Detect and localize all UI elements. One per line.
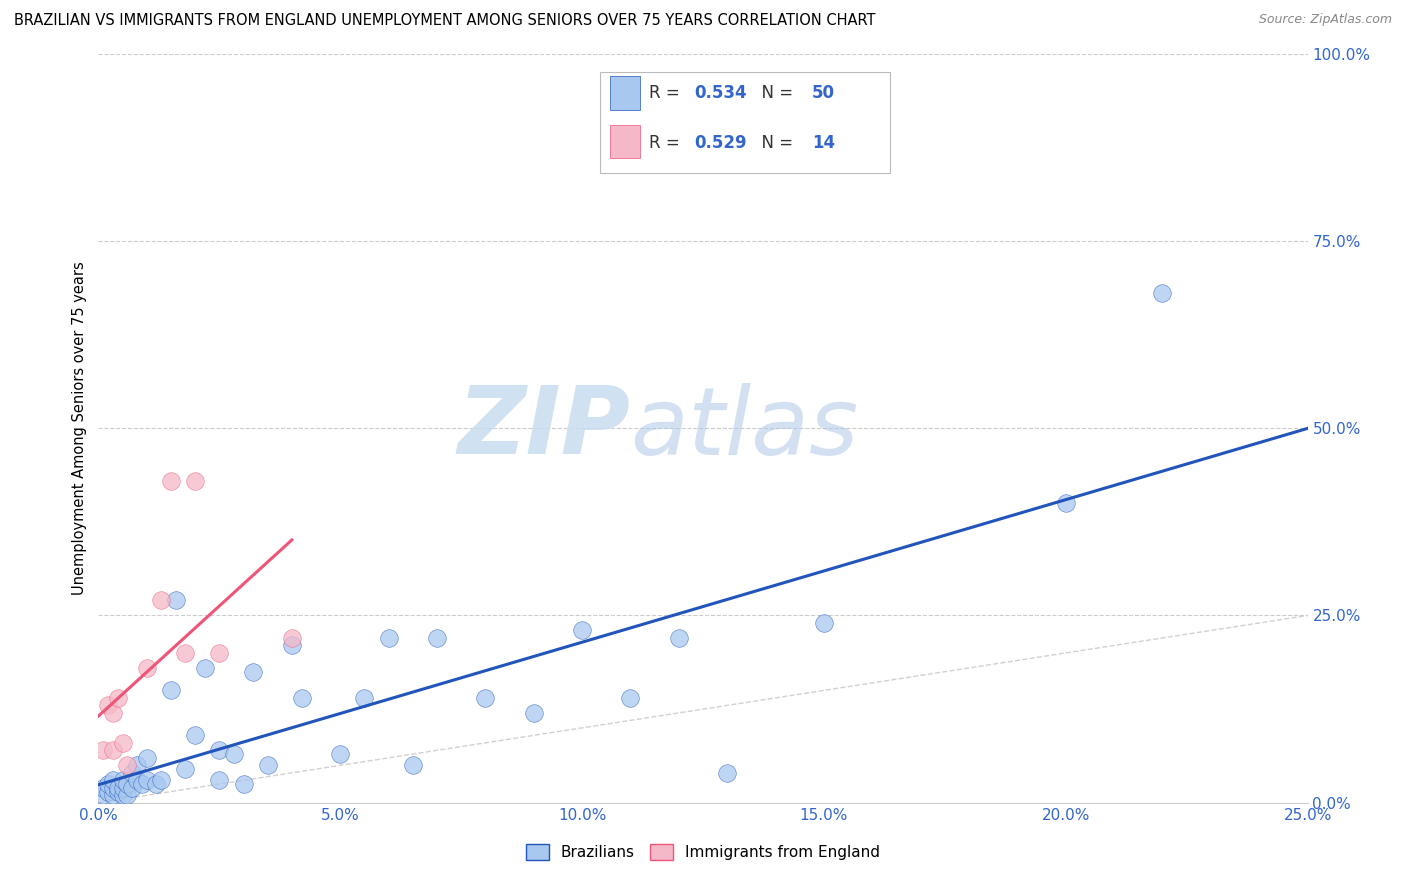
Text: N =: N =: [751, 84, 799, 103]
Point: [127, 758, 149, 772]
Point: [716, 765, 738, 780]
Point: [135, 751, 157, 765]
Text: 50: 50: [811, 84, 835, 103]
Point: [97, 777, 120, 791]
Point: [208, 773, 231, 788]
Point: [619, 690, 641, 705]
Point: [160, 683, 183, 698]
Point: [97, 698, 120, 713]
Point: [813, 615, 835, 630]
Point: [208, 646, 231, 660]
Point: [150, 773, 173, 788]
Legend: Brazilians, Immigrants from England: Brazilians, Immigrants from England: [520, 838, 886, 866]
Point: [1054, 496, 1077, 510]
Point: [111, 780, 134, 795]
Text: R =: R =: [648, 135, 685, 153]
FancyBboxPatch shape: [610, 125, 640, 159]
Point: [97, 784, 120, 798]
Point: [353, 690, 375, 705]
Point: [281, 631, 304, 645]
Point: [107, 784, 129, 798]
Point: [101, 706, 124, 720]
Point: [523, 706, 546, 720]
Point: [117, 758, 139, 772]
Text: 0.534: 0.534: [695, 84, 747, 103]
Point: [121, 780, 143, 795]
Point: [174, 762, 197, 776]
Point: [160, 474, 183, 488]
Point: [232, 777, 254, 791]
Point: [208, 743, 231, 757]
Point: [194, 661, 217, 675]
Y-axis label: Unemployment Among Seniors over 75 years: Unemployment Among Seniors over 75 years: [72, 261, 87, 595]
Point: [111, 773, 134, 788]
Point: [107, 780, 129, 795]
Point: [145, 777, 167, 791]
Point: [174, 646, 197, 660]
Point: [150, 593, 173, 607]
Point: [165, 593, 187, 607]
FancyBboxPatch shape: [610, 76, 640, 110]
Point: [222, 747, 245, 761]
FancyBboxPatch shape: [600, 72, 890, 173]
Point: [111, 736, 134, 750]
Point: [127, 773, 149, 788]
Text: N =: N =: [751, 135, 799, 153]
Point: [91, 743, 114, 757]
Text: atlas: atlas: [630, 383, 859, 474]
Point: [107, 690, 129, 705]
Point: [329, 747, 352, 761]
Point: [474, 690, 496, 705]
Point: [101, 789, 124, 803]
Point: [121, 765, 143, 780]
Point: [101, 773, 124, 788]
Point: [131, 777, 153, 791]
Point: [135, 661, 157, 675]
Point: [111, 789, 134, 803]
Point: [1152, 286, 1174, 301]
Point: [281, 639, 304, 653]
Point: [101, 743, 124, 757]
Point: [135, 773, 157, 788]
Point: [402, 758, 425, 772]
Text: BRAZILIAN VS IMMIGRANTS FROM ENGLAND UNEMPLOYMENT AMONG SENIORS OVER 75 YEARS CO: BRAZILIAN VS IMMIGRANTS FROM ENGLAND UNE…: [14, 13, 876, 29]
Point: [184, 728, 207, 742]
Point: [290, 690, 312, 705]
Text: 14: 14: [811, 135, 835, 153]
Point: [91, 780, 114, 795]
Point: [426, 631, 449, 645]
Point: [377, 631, 399, 645]
Point: [668, 631, 690, 645]
Text: ZIP: ZIP: [457, 382, 630, 475]
Point: [256, 758, 278, 772]
Text: Source: ZipAtlas.com: Source: ZipAtlas.com: [1258, 13, 1392, 27]
Point: [91, 789, 114, 803]
Point: [571, 624, 593, 638]
Text: R =: R =: [648, 84, 685, 103]
Point: [242, 665, 264, 679]
Text: 0.529: 0.529: [695, 135, 747, 153]
Point: [117, 777, 139, 791]
Point: [184, 474, 207, 488]
Point: [117, 789, 139, 803]
Point: [101, 780, 124, 795]
